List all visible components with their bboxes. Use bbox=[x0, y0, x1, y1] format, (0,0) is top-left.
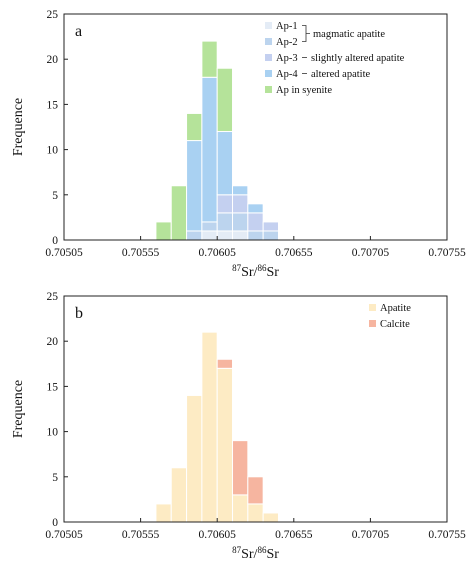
legend-entry: Ap-3 bbox=[276, 53, 298, 64]
x-tick-label: 0.70505 bbox=[45, 247, 83, 259]
bar-apatite-bin-7 bbox=[262, 512, 279, 523]
bar-ap-2-bin-4 bbox=[216, 212, 234, 232]
bar-apatite-bin-5 bbox=[232, 494, 249, 523]
bar-ap-2-bin-6 bbox=[247, 230, 264, 241]
plot-frame bbox=[63, 13, 448, 241]
bar-ap-2-bin-5 bbox=[232, 212, 249, 232]
x-tick-label: 0.70705 bbox=[352, 247, 390, 259]
x-axis-title-part: Sr bbox=[266, 547, 279, 562]
bar-ap-2-bin-7 bbox=[262, 230, 279, 241]
y-axis-title: Frequence bbox=[11, 380, 26, 438]
x-tick-label: 0.70605 bbox=[199, 247, 237, 259]
bar-ap-4-bin-6 bbox=[247, 203, 264, 214]
legend-swatch bbox=[265, 22, 272, 29]
bar-calcite-bin-6 bbox=[247, 476, 264, 505]
bar-ap-in-syenite-bin-4 bbox=[216, 67, 234, 133]
bar-ap-3-bin-7 bbox=[262, 221, 279, 232]
x-axis-title-part: 86 bbox=[257, 263, 267, 273]
bar-ap-1-bin-4 bbox=[216, 230, 234, 241]
bar-ap-4-bin-3 bbox=[201, 76, 218, 223]
x-axis-title: 87Sr/86Sr bbox=[232, 545, 279, 562]
bar-ap-4-bin-2 bbox=[186, 140, 203, 232]
y-axis-title: Frequence bbox=[11, 98, 26, 156]
x-tick-label: 0.70655 bbox=[275, 247, 313, 259]
legend-entry: Ap-1 bbox=[276, 21, 298, 32]
x-axis-title-part: 87 bbox=[232, 263, 242, 273]
x-axis-title-part: Sr/ bbox=[241, 265, 257, 280]
bar-apatite-bin-3 bbox=[201, 331, 218, 523]
bar-calcite-bin-5 bbox=[232, 440, 249, 496]
x-axis-title-part: 87 bbox=[232, 545, 242, 555]
x-axis-title: 87Sr/86Sr bbox=[232, 263, 279, 280]
bar-ap-1-bin-5 bbox=[232, 230, 249, 241]
legend-note: altered apatite bbox=[311, 69, 371, 80]
bar-ap-4-bin-5 bbox=[232, 185, 249, 196]
legend: Ap-1 Ap-2 Ap-3 Ap-4 Ap in syenite magmatic ap… bbox=[265, 21, 405, 96]
y-tick-label: 25 bbox=[47, 9, 59, 21]
bar-apatite-bin-0 bbox=[155, 503, 172, 523]
y-tick-label: 15 bbox=[47, 381, 59, 393]
legend-entry: Ap-4 bbox=[276, 69, 298, 80]
chart-panel-a: 0 5 10 15 20 25 0.70505 0.70555 0.70605 0.70655 0.… bbox=[11, 9, 466, 280]
x-tick-label: 0.70605 bbox=[199, 529, 237, 541]
bar-ap-1-bin-3 bbox=[201, 230, 218, 241]
x-tick-label: 0.70705 bbox=[352, 529, 390, 541]
bar-apatite-bin-1 bbox=[170, 467, 188, 523]
y-tick-label: 15 bbox=[47, 99, 59, 111]
bar-ap-in-syenite-bin-1 bbox=[170, 185, 188, 241]
bar-ap-3-bin-5 bbox=[232, 194, 249, 214]
y-tick-label: 20 bbox=[47, 54, 59, 66]
y-tick-label: 25 bbox=[47, 291, 59, 303]
x-tick-label: 0.70655 bbox=[275, 529, 313, 541]
bar-apatite-bin-2 bbox=[186, 394, 203, 523]
legend-swatch bbox=[369, 304, 376, 311]
y-tick-label: 0 bbox=[52, 235, 58, 247]
bar-ap-4-bin-4 bbox=[216, 131, 234, 196]
x-axis-title-part: 86 bbox=[257, 545, 267, 555]
bar-apatite-bin-6 bbox=[247, 503, 264, 523]
y-tick-label: 0 bbox=[52, 517, 58, 529]
x-tick-label: 0.70755 bbox=[428, 529, 466, 541]
panel-label: b bbox=[75, 305, 83, 322]
legend-swatch bbox=[265, 54, 272, 61]
legend-entry: Ap in syenite bbox=[276, 85, 332, 96]
bar-ap-3-bin-4 bbox=[216, 194, 234, 214]
legend-swatch bbox=[265, 86, 272, 93]
legend-swatch bbox=[265, 38, 272, 45]
legend-entry: Ap-2 bbox=[276, 37, 298, 48]
legend-swatch bbox=[265, 70, 272, 77]
y-tick-label: 5 bbox=[52, 472, 58, 484]
legend-bracket bbox=[302, 25, 310, 42]
bar-apatite-bin-4 bbox=[216, 367, 234, 523]
legend-note: magmatic apatite bbox=[313, 29, 385, 40]
panel-label: a bbox=[75, 23, 82, 40]
y-tick-label: 10 bbox=[47, 427, 59, 439]
y-tick-label: 10 bbox=[47, 145, 59, 157]
chart-panel-b: 0 5 10 15 20 25 0.70505 0.70555 0.70605 0.70655 0.… bbox=[11, 291, 466, 562]
y-tick-label: 5 bbox=[52, 190, 58, 202]
x-tick-label: 0.70755 bbox=[428, 247, 466, 259]
bar-ap-2-bin-2 bbox=[186, 230, 203, 241]
legend-entry: Apatite bbox=[380, 303, 411, 314]
bar-ap-2-bin-3 bbox=[201, 221, 218, 232]
x-tick-label: 0.70555 bbox=[122, 247, 160, 259]
bar-ap-in-syenite-bin-0 bbox=[155, 221, 172, 241]
legend: Apatite Calcite bbox=[369, 303, 411, 330]
bar-ap-in-syenite-bin-2 bbox=[186, 112, 203, 142]
x-axis-title-part: Sr bbox=[266, 265, 279, 280]
legend-note: slightly altered apatite bbox=[311, 53, 405, 64]
bar-ap-3-bin-6 bbox=[247, 212, 264, 232]
y-tick-label: 20 bbox=[47, 336, 59, 348]
x-axis-title-part: Sr/ bbox=[241, 547, 257, 562]
x-tick-label: 0.70505 bbox=[45, 529, 83, 541]
legend-entry: Calcite bbox=[380, 319, 410, 330]
bar-ap-in-syenite-bin-3 bbox=[201, 40, 218, 78]
bar-calcite-bin-4 bbox=[216, 358, 234, 369]
x-tick-label: 0.70555 bbox=[122, 529, 160, 541]
plot-frame bbox=[63, 295, 448, 523]
legend-swatch bbox=[369, 320, 376, 327]
